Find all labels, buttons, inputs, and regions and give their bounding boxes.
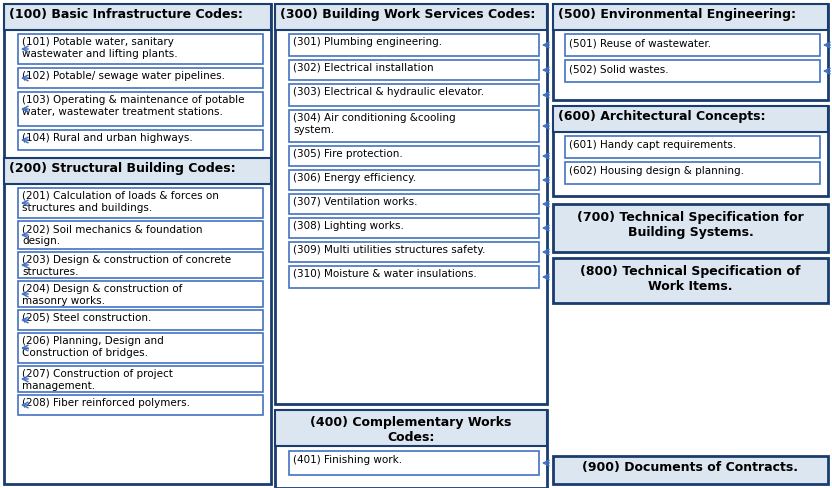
Bar: [275, 4, 547, 30]
Bar: [289, 170, 539, 190]
Text: (206) Planning, Design and
Construction of bridges.: (206) Planning, Design and Construction …: [22, 336, 164, 358]
Bar: [289, 34, 539, 56]
Text: (601) Handy capt requirements.: (601) Handy capt requirements.: [569, 140, 736, 150]
Text: (502) Solid wastes.: (502) Solid wastes.: [569, 64, 669, 74]
Text: (103) Operating & maintenance of potable
water, wastewater treatment stations.: (103) Operating & maintenance of potable…: [22, 95, 245, 117]
Text: (400) Complementary Works
Codes:: (400) Complementary Works Codes:: [310, 416, 512, 444]
Text: (101) Potable water, sanitary
wastewater and lifting plants.: (101) Potable water, sanitary wastewater…: [22, 37, 177, 59]
Bar: [289, 60, 539, 80]
Bar: [289, 242, 539, 262]
Text: (200) Structural Building Codes:: (200) Structural Building Codes:: [9, 162, 235, 175]
Text: (303) Electrical & hydraulic elevator.: (303) Electrical & hydraulic elevator.: [293, 87, 484, 97]
Bar: [18, 395, 263, 415]
Bar: [553, 258, 828, 303]
Text: (300) Building Work Services Codes:: (300) Building Work Services Codes:: [280, 8, 535, 21]
Text: (100) Basic Infrastructure Codes:: (100) Basic Infrastructure Codes:: [9, 8, 243, 21]
Bar: [289, 146, 539, 166]
Bar: [18, 188, 263, 218]
Text: (305) Fire protection.: (305) Fire protection.: [293, 149, 403, 159]
Bar: [553, 106, 828, 132]
Text: (800) Technical Specification of
Work Items.: (800) Technical Specification of Work It…: [580, 265, 800, 293]
Bar: [553, 106, 828, 196]
Bar: [565, 136, 820, 158]
Bar: [553, 456, 828, 484]
Bar: [18, 92, 263, 126]
Bar: [275, 410, 547, 446]
Bar: [289, 84, 539, 106]
Bar: [289, 218, 539, 238]
Text: (309) Multi utilities structures safety.: (309) Multi utilities structures safety.: [293, 245, 485, 255]
Bar: [18, 281, 263, 307]
Bar: [18, 130, 263, 150]
Bar: [18, 221, 263, 249]
Text: (900) Documents of Contracts.: (900) Documents of Contracts.: [582, 461, 799, 474]
Bar: [18, 333, 263, 363]
Text: (307) Ventilation works.: (307) Ventilation works.: [293, 197, 418, 207]
Text: (310) Moisture & water insulations.: (310) Moisture & water insulations.: [293, 269, 477, 279]
Bar: [289, 451, 539, 475]
Text: (202) Soil mechanics & foundation
design.: (202) Soil mechanics & foundation design…: [22, 224, 202, 245]
Bar: [275, 4, 547, 404]
Text: (602) Housing design & planning.: (602) Housing design & planning.: [569, 166, 744, 176]
Bar: [18, 252, 263, 278]
Bar: [565, 34, 820, 56]
Bar: [553, 204, 828, 252]
Bar: [565, 162, 820, 184]
Bar: [553, 4, 828, 100]
Text: (203) Design & construction of concrete
structures.: (203) Design & construction of concrete …: [22, 255, 231, 277]
Text: (104) Rural and urban highways.: (104) Rural and urban highways.: [22, 133, 193, 143]
Text: (700) Technical Specification for
Building Systems.: (700) Technical Specification for Buildi…: [577, 211, 804, 239]
Bar: [4, 4, 271, 30]
Text: (500) Environmental Engineering:: (500) Environmental Engineering:: [558, 8, 796, 21]
Text: (302) Electrical installation: (302) Electrical installation: [293, 63, 433, 73]
Bar: [289, 194, 539, 214]
Text: (301) Plumbing engineering.: (301) Plumbing engineering.: [293, 37, 442, 47]
Text: (207) Construction of project
management.: (207) Construction of project management…: [22, 369, 173, 390]
Bar: [18, 366, 263, 392]
Bar: [18, 34, 263, 64]
Text: (201) Calculation of loads & forces on
structures and buildings.: (201) Calculation of loads & forces on s…: [22, 191, 219, 213]
Text: (102) Potable/ sewage water pipelines.: (102) Potable/ sewage water pipelines.: [22, 71, 225, 81]
Text: (204) Design & construction of
masonry works.: (204) Design & construction of masonry w…: [22, 284, 182, 305]
Bar: [289, 266, 539, 288]
Bar: [4, 4, 271, 484]
Text: (208) Fiber reinforced polymers.: (208) Fiber reinforced polymers.: [22, 398, 190, 408]
Bar: [275, 410, 547, 488]
Text: (501) Reuse of wastewater.: (501) Reuse of wastewater.: [569, 38, 711, 48]
Text: (205) Steel construction.: (205) Steel construction.: [22, 313, 151, 323]
Bar: [4, 158, 271, 184]
Bar: [289, 110, 539, 142]
Text: (401) Finishing work.: (401) Finishing work.: [293, 455, 402, 465]
Text: (304) Air conditioning &cooling
system.: (304) Air conditioning &cooling system.: [293, 113, 456, 135]
Bar: [18, 310, 263, 330]
Bar: [565, 60, 820, 82]
Text: (308) Lighting works.: (308) Lighting works.: [293, 221, 404, 231]
Bar: [553, 4, 828, 30]
Bar: [18, 68, 263, 88]
Text: (600) Architectural Concepts:: (600) Architectural Concepts:: [558, 110, 765, 123]
Text: (306) Energy efficiency.: (306) Energy efficiency.: [293, 173, 416, 183]
